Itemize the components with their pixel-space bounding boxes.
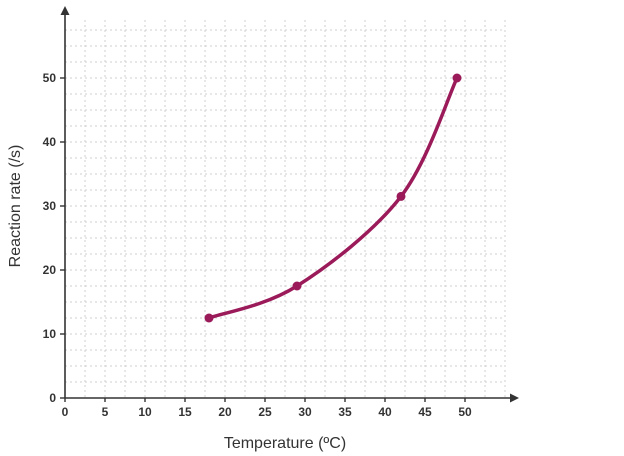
x-tick-label: 10 [138,405,152,419]
series-line [207,76,459,320]
y-axis-arrow [60,6,70,15]
y-axis-title: Reaction rate (/s) [7,145,24,268]
x-axis-arrow [510,393,519,403]
x-tick-label: 50 [458,405,472,419]
x-tick-label: 5 [102,405,109,419]
x-tick-label: 20 [218,405,232,419]
data-point [204,313,214,323]
axis-layer: 0 5 10 15 20 25 30 35 40 45 50 0 10 20 30 40 50 [43,6,519,419]
data-point [396,191,406,201]
y-tick-label: 0 [49,391,56,405]
data-point [452,73,462,83]
x-tick-label: 45 [418,405,432,419]
data-point [292,281,302,291]
x-tick-label: 15 [178,405,192,419]
x-axis-title: Temperature (ºC) [224,435,346,452]
series-layer [204,73,462,323]
x-tick-label: 40 [378,405,392,419]
y-tick-label: 50 [43,71,57,85]
y-tick-label: 40 [43,135,57,149]
x-tick-label: 0 [62,405,69,419]
x-tick-label: 35 [338,405,352,419]
y-tick-label: 20 [43,263,57,277]
grid-layer [65,20,506,398]
x-tick-label: 25 [258,405,272,419]
y-tick-label: 10 [43,327,57,341]
x-tick-label: 30 [298,405,312,419]
y-tick-label: 30 [43,199,57,213]
